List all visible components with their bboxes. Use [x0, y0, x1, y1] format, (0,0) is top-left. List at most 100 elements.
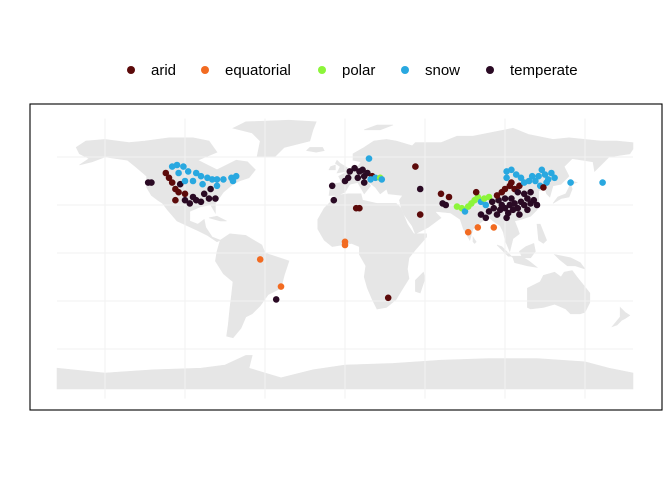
station-point-snow [517, 174, 525, 182]
station-point-snow [599, 179, 606, 186]
landmass-iceland [305, 147, 325, 153]
legend-label-arid: arid [151, 61, 177, 79]
legend-key-temperate [486, 66, 494, 74]
station-point-snow [372, 174, 379, 182]
landmass-indonesia [496, 244, 539, 268]
station-point-temperate [501, 204, 509, 212]
station-point-snow [208, 176, 216, 183]
legend-label-polar: polar [342, 61, 376, 79]
station-point-temperate [360, 179, 368, 186]
station-point-arid [172, 196, 179, 204]
station-point-temperate [511, 200, 518, 207]
station-point-arid [516, 182, 523, 190]
landmass-eurasia [328, 127, 634, 253]
station-point-arid [165, 174, 173, 182]
station-point-arid [437, 190, 445, 198]
landmass-south-america [215, 233, 290, 339]
station-point-temperate [508, 195, 515, 202]
legend-key-polar [318, 66, 326, 74]
station-point-temperate [272, 296, 280, 303]
legend-item-equatorial: equatorial [201, 58, 291, 82]
landmass-madagascar [415, 271, 426, 294]
station-point-snow [548, 169, 555, 177]
station-point-temperate [416, 185, 424, 193]
station-point-arid [540, 184, 547, 191]
station-point-temperate [530, 196, 538, 204]
legend-item-polar: polar [318, 58, 375, 82]
station-point-snow [551, 174, 558, 182]
station-point-snow [567, 179, 574, 186]
station-point-temperate [485, 208, 493, 215]
station-point-temperate [207, 185, 214, 193]
legend-label-temperate: temperate [510, 61, 578, 79]
station-point-snow [184, 168, 192, 175]
station-point-arid [162, 169, 170, 177]
landmass-new-guinea [553, 254, 586, 270]
landmass-greenland [232, 119, 317, 158]
station-point-temperate [514, 188, 522, 196]
station-point-snow [482, 201, 490, 209]
station-point-snow [532, 177, 539, 185]
station-point-equatorial [490, 224, 498, 231]
landmass-new-zealand [611, 306, 631, 328]
station-point-temperate [186, 200, 194, 207]
station-point-temperate [520, 201, 528, 209]
station-point-temperate [205, 195, 213, 202]
station-point-temperate [176, 180, 184, 188]
station-point-arid [412, 163, 419, 170]
station-point-arid [356, 204, 363, 212]
legend-label-equatorial: equatorial [225, 61, 291, 79]
station-point-equatorial [464, 228, 472, 236]
station-point-temperate [364, 169, 371, 177]
landmass-sri-lanka [472, 236, 477, 244]
station-point-snow [181, 177, 189, 185]
station-point-temperate [351, 164, 358, 172]
station-point-arid [472, 188, 480, 196]
station-point-arid [384, 294, 392, 302]
station-point-arid [181, 190, 189, 198]
station-point-arid [416, 211, 424, 218]
legend-item-arid: arid [127, 58, 176, 82]
station-point-snow [213, 182, 221, 190]
station-point-temperate [197, 198, 205, 206]
station-point-arid [493, 192, 501, 199]
station-point-snow [528, 172, 536, 180]
landmass-philippines [536, 223, 547, 244]
station-point-snow [197, 172, 205, 180]
station-point-snow [538, 166, 546, 174]
legend-item-temperate: temperate [486, 58, 578, 82]
station-point-equatorial [256, 256, 264, 263]
legend-key-arid [127, 66, 135, 74]
station-point-arid [508, 179, 515, 186]
station-point-temperate [354, 174, 362, 182]
station-point-temperate [330, 196, 338, 204]
station-point-snow [512, 171, 520, 178]
landmass-cuba [208, 215, 227, 222]
station-point-temperate [493, 211, 501, 218]
station-point-snow [180, 163, 187, 170]
station-point-snow [508, 166, 515, 174]
station-point-arid [175, 188, 182, 196]
landmass-japan [552, 180, 579, 204]
station-point-snow [175, 169, 182, 177]
station-point-temperate [514, 204, 522, 212]
station-point-temperate [181, 196, 189, 204]
station-point-temperate [490, 204, 498, 212]
station-point-temperate [501, 195, 509, 202]
station-point-temperate [477, 211, 485, 218]
station-point-temperate [148, 179, 155, 186]
station-point-arid [501, 185, 509, 193]
legend-label-snow: snow [425, 61, 461, 79]
station-point-temperate [346, 168, 354, 175]
panel-border [29, 103, 663, 411]
station-point-snow [378, 176, 386, 183]
station-point-snow [220, 176, 227, 183]
graticule [57, 118, 633, 399]
station-point-snow [365, 155, 373, 162]
station-point-temperate [520, 190, 528, 198]
station-point-temperate [200, 190, 208, 198]
station-points [144, 155, 606, 303]
legend-key-snow [401, 66, 409, 74]
station-point-equatorial [277, 283, 285, 290]
